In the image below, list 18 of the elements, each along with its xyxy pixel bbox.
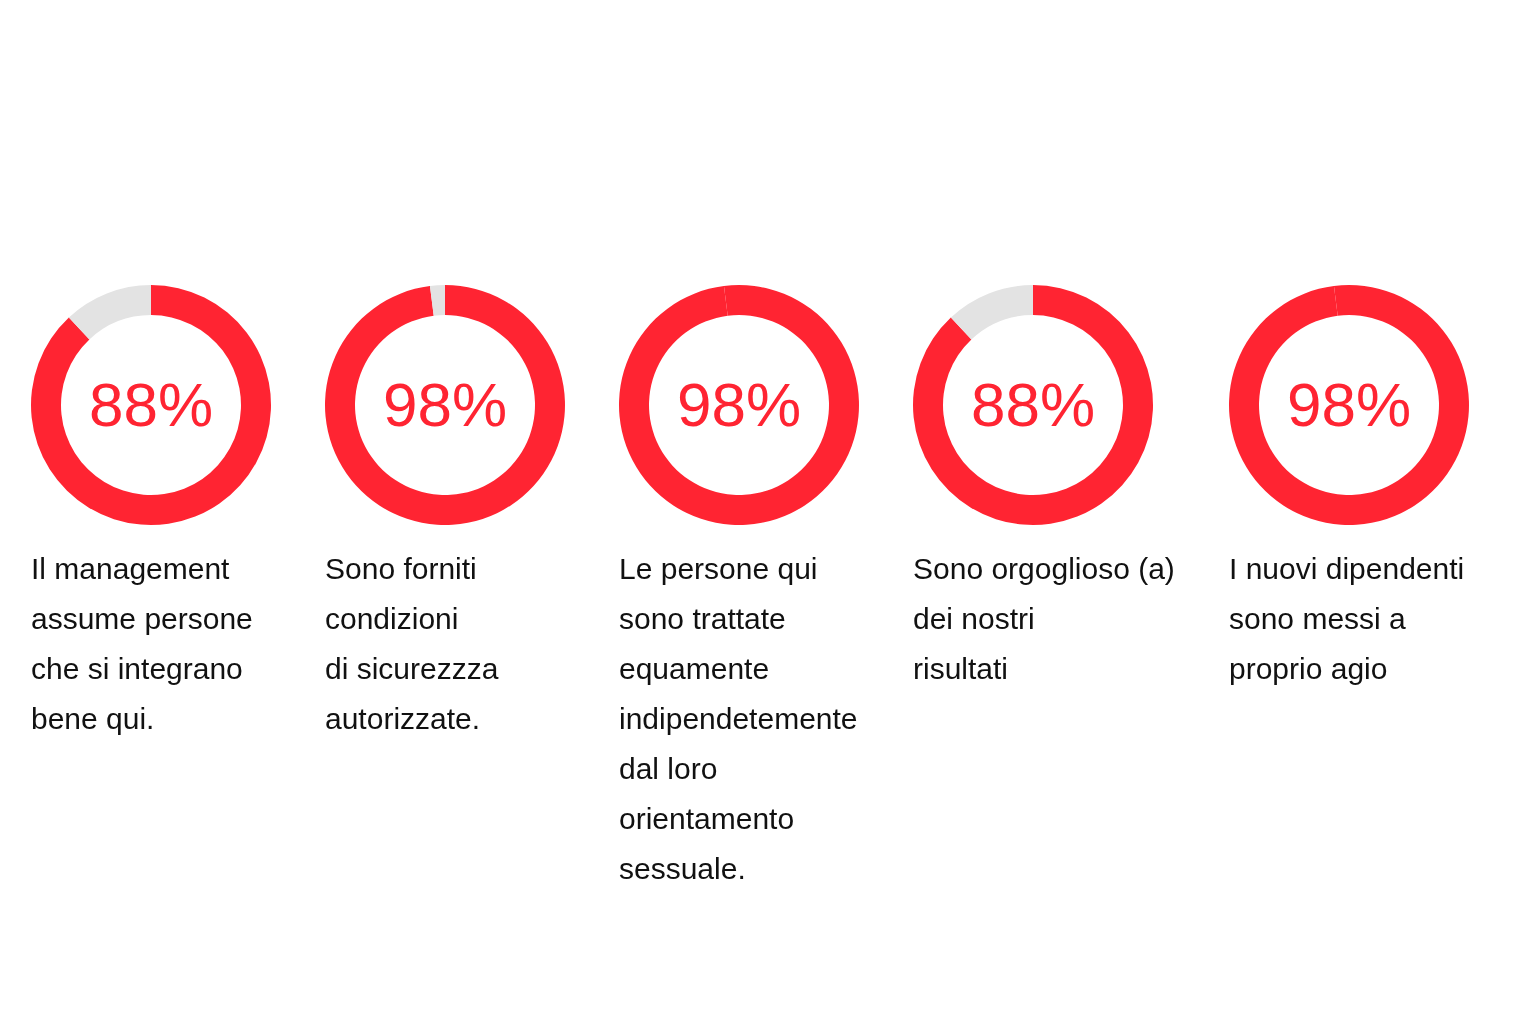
data-label: 98% [676, 370, 802, 439]
text: Le persone qui sono trattate equamente indipendetemente dal loro orientamento sessuale. [619, 552, 858, 885]
text: Sono forniti condizioni di sicurezzza autorizzate. [325, 552, 499, 735]
donut-slice [31, 285, 271, 525]
donut-slice [913, 285, 1153, 525]
donut-slice [619, 285, 859, 525]
data-label: 98% [382, 370, 508, 439]
text: Sono orgoglioso (a) dei nostri risultati [913, 552, 1175, 685]
data-label: 88% [970, 370, 1096, 439]
data-label: 98% [1286, 370, 1412, 439]
donut-slice [325, 285, 565, 525]
donut-slice [1229, 285, 1469, 525]
data-label: 88% [88, 370, 214, 439]
donut-slice [950, 285, 1033, 340]
donut-slice [68, 285, 151, 340]
donut-slice [429, 285, 445, 316]
text: Il management assume persone che si integrano bene qui. [31, 552, 253, 735]
text: I nuovi dipendenti sono messi a proprio agio [1229, 552, 1465, 685]
